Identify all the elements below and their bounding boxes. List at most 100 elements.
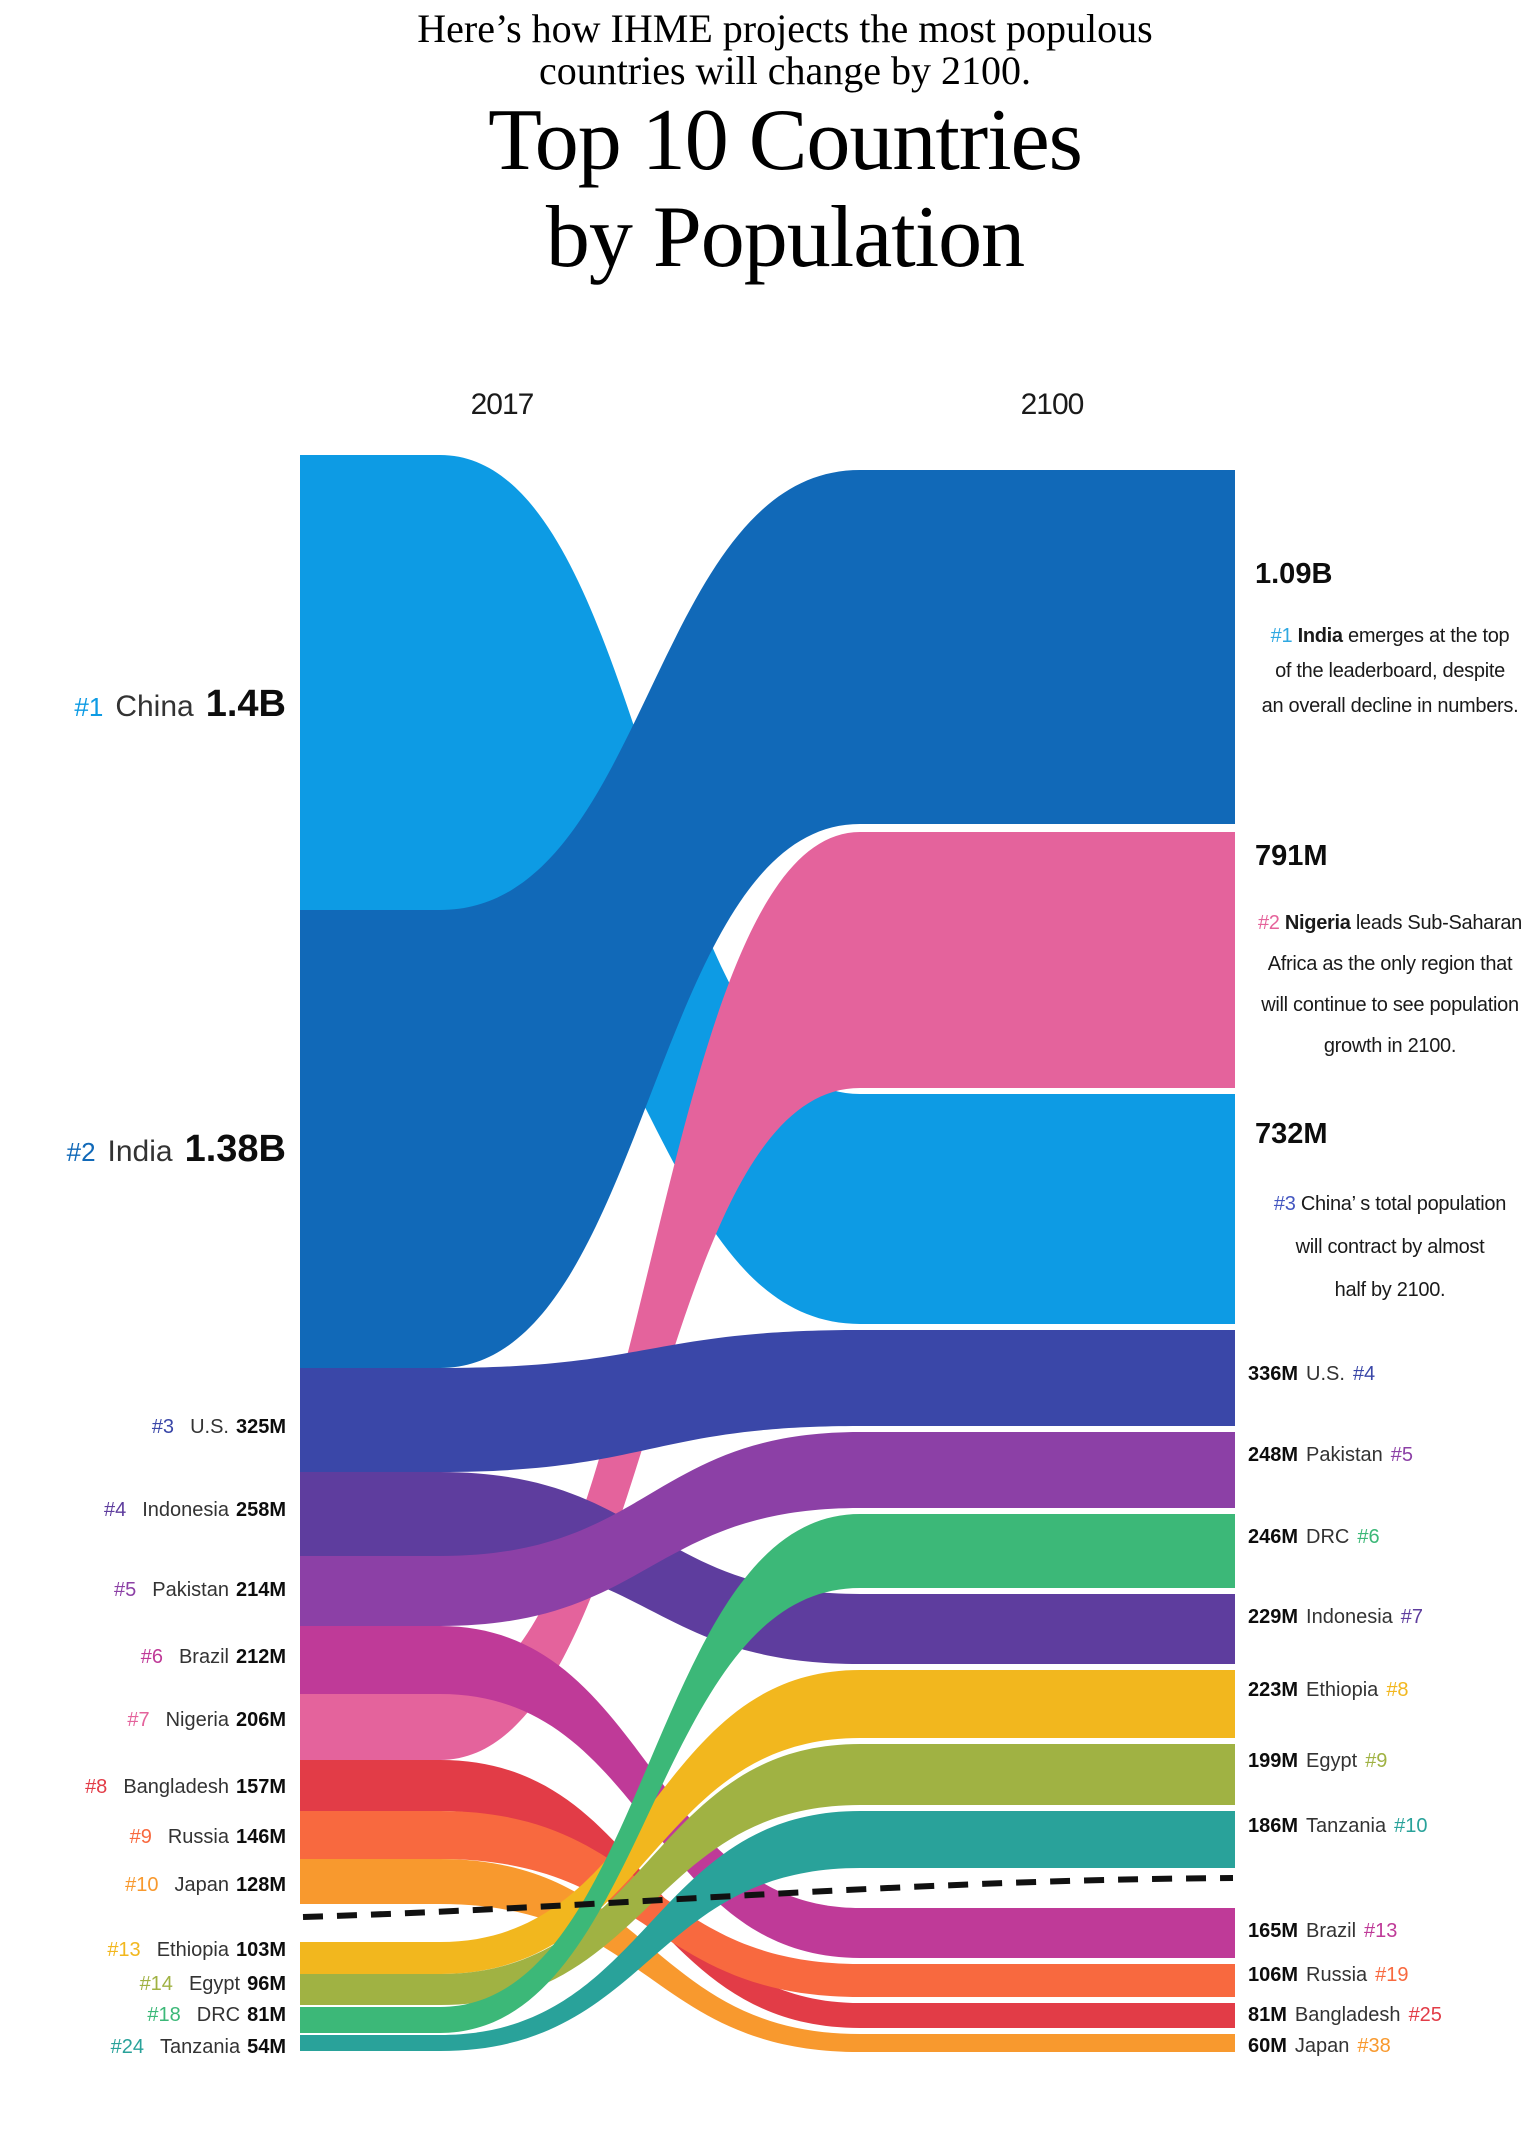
population-2017: 157M bbox=[235, 1776, 286, 1798]
rank-badge: #1 bbox=[1270, 625, 1293, 647]
country-name: Nigeria bbox=[165, 1709, 229, 1731]
rank-2017: #4 bbox=[103, 1499, 127, 1521]
rank-2017: #10 bbox=[125, 1874, 159, 1896]
country-name: Ethiopia bbox=[1306, 1679, 1379, 1701]
country-name: Tanzania bbox=[160, 2036, 241, 2058]
rank-2100: #10 bbox=[1394, 1815, 1428, 1837]
annotation-text: #1 India emerges at the top of the leade… bbox=[1244, 619, 1536, 724]
annotation-line: half by 2100. bbox=[1334, 1279, 1446, 1301]
rank-2017: #1 bbox=[74, 692, 104, 722]
population-2017: 128M bbox=[235, 1874, 286, 1896]
country-name: DRC bbox=[1306, 1526, 1350, 1548]
country-name: Tanzania bbox=[1306, 1815, 1387, 1837]
flow-russia bbox=[300, 1811, 1235, 1997]
annotation-china: 732M #3 China’ s total population will c… bbox=[1244, 1118, 1536, 1312]
label-2017-bangladesh: #8 Bangladesh 157M bbox=[0, 1776, 286, 1804]
label-2100-pakistan: 248M Pakistan #5 bbox=[1248, 1444, 1413, 1472]
subtitle: Here’s how IHME projects the most populo… bbox=[20, 8, 1536, 92]
label-2100-egypt: 199M Egypt #9 bbox=[1248, 1750, 1387, 1778]
country-name: U.S. bbox=[1306, 1363, 1345, 1385]
rank-2100: #8 bbox=[1386, 1679, 1409, 1701]
country-name: Nigeria bbox=[1284, 912, 1351, 934]
annotation-nigeria: 791M #2 Nigeria leads Sub-Saharan Africa… bbox=[1244, 840, 1536, 1067]
population-2100: 186M bbox=[1248, 1815, 1299, 1837]
label-2100-brazil: 165M Brazil #13 bbox=[1248, 1920, 1397, 1948]
annotation-value: 732M bbox=[1255, 1118, 1328, 1150]
label-2017-egypt: #14 Egypt 96M bbox=[0, 1973, 286, 2001]
annotation-value: 791M bbox=[1255, 840, 1328, 872]
population-2017: 1.38B bbox=[184, 1128, 286, 1170]
label-2017-japan: #10 Japan 128M bbox=[0, 1874, 286, 1902]
annotation-india: 1.09B #1 India emerges at the top of the… bbox=[1244, 558, 1536, 724]
title-line-1: Top 10 Countries bbox=[488, 92, 1083, 189]
flow-pakistan bbox=[300, 1432, 1235, 1626]
label-2017-tanzania: #24 Tanzania 54M bbox=[0, 2036, 286, 2064]
label-2017-russia: #9 Russia 146M bbox=[0, 1826, 286, 1854]
annotation-text: #3 China’ s total population will contra… bbox=[1244, 1183, 1536, 1312]
annotation-line-rest: leads Sub-Saharan bbox=[1350, 912, 1522, 934]
country-name: Bangladesh bbox=[1294, 2004, 1401, 2026]
rank-2017: #24 bbox=[110, 2036, 145, 2058]
label-2100-russia: 106M Russia #19 bbox=[1248, 1964, 1409, 1992]
flow-brazil bbox=[300, 1626, 1235, 1958]
rank-2017: #2 bbox=[66, 1137, 96, 1167]
label-2100-ethiopia: 223M Ethiopia #8 bbox=[1248, 1679, 1409, 1707]
label-2100-bangladesh: 81M Bangladesh #25 bbox=[1248, 2004, 1442, 2032]
title-line-2: by Population bbox=[545, 189, 1025, 286]
rank-badge: #2 bbox=[1257, 912, 1280, 934]
label-2100-drc: 246M DRC #6 bbox=[1248, 1526, 1380, 1554]
country-name: Brazil bbox=[178, 1646, 229, 1668]
subtitle-line-1: Here’s how IHME projects the most populo… bbox=[417, 6, 1153, 51]
annotation-line: Africa as the only region that bbox=[1267, 953, 1513, 975]
rank-2100: #13 bbox=[1364, 1920, 1398, 1942]
country-name: Japan bbox=[174, 1874, 229, 1896]
page-title: Top 10 Countries by Population bbox=[20, 92, 1536, 286]
country-name: Egypt bbox=[188, 1973, 241, 1995]
population-2017: 214M bbox=[235, 1579, 286, 1601]
column-header-2100: 2100 bbox=[1020, 388, 1085, 421]
country-name: Egypt bbox=[1306, 1750, 1358, 1772]
rank-2100: #38 bbox=[1357, 2035, 1391, 2057]
population-2100: 246M bbox=[1248, 1526, 1299, 1548]
rank-2017: #5 bbox=[114, 1579, 137, 1601]
rank-2017: #14 bbox=[139, 1973, 173, 1995]
flow-indonesia bbox=[300, 1472, 1235, 1664]
flow-china bbox=[300, 455, 1235, 1324]
country-name: Brazil bbox=[1306, 1920, 1357, 1942]
population-2100: 106M bbox=[1248, 1964, 1299, 1986]
country-name: Indonesia bbox=[1306, 1606, 1393, 1628]
label-2017-indonesia: #4 Indonesia 258M bbox=[0, 1499, 286, 1527]
rank-2017: #18 bbox=[147, 2004, 181, 2026]
label-2100-us: 336M U.S. #4 bbox=[1248, 1363, 1375, 1391]
country-name: China bbox=[1300, 1193, 1352, 1215]
country-name: Japan bbox=[1294, 2035, 1350, 2057]
annotation-line: #2 Nigeria leads Sub-Saharan bbox=[1244, 903, 1536, 944]
rank-2017: #3 bbox=[151, 1416, 175, 1438]
rank-2017: #7 bbox=[127, 1709, 150, 1731]
flow-us bbox=[300, 1330, 1235, 1472]
annotation-value: 1.09B bbox=[1255, 558, 1333, 590]
subtitle-line-2: countries will change by 2100. bbox=[538, 48, 1032, 93]
rank-badge: #3 bbox=[1273, 1193, 1296, 1215]
flow-nigeria bbox=[300, 832, 1235, 1760]
rank-2100: #6 bbox=[1357, 1526, 1380, 1548]
flow-egypt bbox=[300, 1744, 1235, 2005]
rank-2017: #9 bbox=[129, 1826, 152, 1848]
rank-2017: #8 bbox=[85, 1776, 108, 1798]
population-2017: 206M bbox=[235, 1709, 286, 1731]
annotation-line: an overall decline in numbers. bbox=[1261, 695, 1519, 717]
label-2017-brazil: #6 Brazil 212M bbox=[0, 1646, 286, 1674]
population-2100: 165M bbox=[1248, 1920, 1299, 1942]
population-2100: 229M bbox=[1248, 1606, 1299, 1628]
flow-india bbox=[300, 470, 1235, 1368]
rank-2100: #9 bbox=[1365, 1750, 1388, 1772]
label-2017-ethiopia: #13 Ethiopia 103M bbox=[0, 1939, 286, 1967]
annotation-line: #1 India emerges at the top bbox=[1244, 619, 1536, 654]
label-2100-indonesia: 229M Indonesia #7 bbox=[1248, 1606, 1423, 1634]
population-2017: 258M bbox=[235, 1499, 286, 1521]
label-2017-drc: #18 DRC 81M bbox=[0, 2004, 286, 2032]
annotation-text: #2 Nigeria leads Sub-Saharan Africa as t… bbox=[1244, 903, 1536, 1067]
country-name: Pakistan bbox=[152, 1579, 229, 1601]
flow-ethiopia bbox=[300, 1670, 1235, 1974]
